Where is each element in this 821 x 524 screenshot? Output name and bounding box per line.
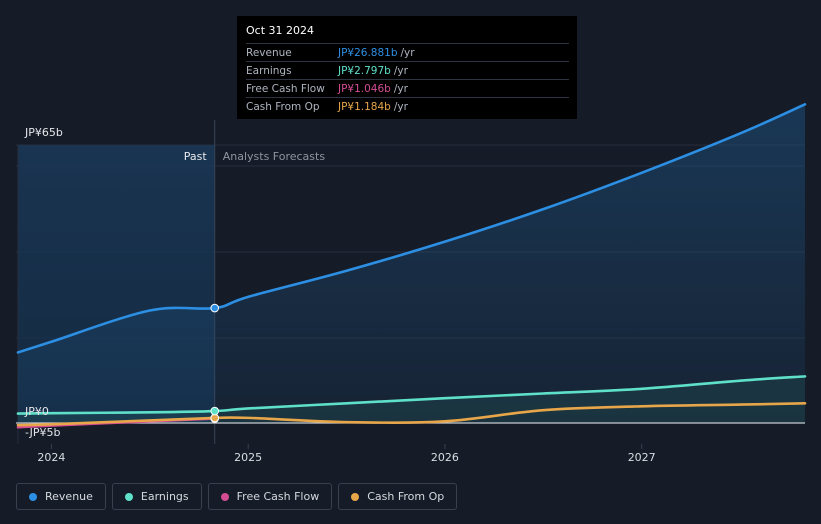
tooltip-row-earnings: Earnings JP¥2.797b /yr bbox=[246, 61, 569, 79]
legend-dot-icon bbox=[220, 492, 229, 501]
tooltip-value: JP¥1.184b bbox=[338, 100, 391, 113]
tooltip-label: Cash From Op bbox=[246, 100, 320, 113]
tooltip-row-revenue: Revenue JP¥26.881b /yr bbox=[246, 43, 569, 61]
tooltip-unit: /yr bbox=[393, 100, 408, 113]
legend-label: Revenue bbox=[45, 490, 93, 503]
cash-from-op-line bbox=[16, 402, 807, 427]
tooltip-label: Earnings bbox=[246, 64, 292, 77]
y-axis-label: -JP¥5b bbox=[25, 426, 60, 439]
forecast-label: Analysts Forecasts bbox=[223, 150, 326, 163]
tooltip-label: Free Cash Flow bbox=[246, 82, 325, 95]
tooltip-date: Oct 31 2024 bbox=[246, 24, 315, 37]
legend-dot-icon bbox=[29, 492, 37, 501]
tooltip-unit: /yr bbox=[400, 46, 415, 59]
tooltip-value: JP¥2.797b bbox=[338, 64, 391, 77]
x-axis-label: 2026 bbox=[431, 451, 459, 464]
data-tooltip: Oct 31 2024 Revenue JP¥26.881b /yr Earni… bbox=[237, 16, 577, 119]
legend-dot-icon bbox=[124, 492, 133, 501]
legend-item-cash-from-op[interactable]: Cash From Op bbox=[338, 483, 458, 510]
legend-label: Earnings bbox=[140, 490, 189, 503]
x-axis-label: 2024 bbox=[37, 451, 65, 464]
earnings-marker bbox=[210, 406, 220, 416]
revenue-marker bbox=[210, 303, 220, 313]
y-axis-label: JP¥65b bbox=[24, 126, 63, 139]
tooltip-value: JP¥1.046b bbox=[338, 82, 391, 95]
legend-item-earnings[interactable]: Earnings bbox=[111, 483, 202, 510]
y-axis-label: JP¥0 bbox=[24, 405, 49, 418]
past-label: Past bbox=[184, 150, 208, 163]
legend-label: Cash From Op bbox=[367, 490, 445, 503]
tooltip-label: Revenue bbox=[246, 46, 292, 59]
revenue-line bbox=[16, 103, 807, 354]
tooltip-row-cash-from-op: Cash From Op JP¥1.184b /yr bbox=[246, 97, 569, 115]
x-axis-label: 2025 bbox=[234, 451, 262, 464]
tooltip-row-free-cash-flow: Free Cash Flow JP¥1.046b /yr bbox=[246, 79, 569, 97]
legend-item-free-cash-flow[interactable]: Free Cash Flow bbox=[207, 483, 333, 510]
legend-item-revenue[interactable]: Revenue bbox=[16, 483, 106, 510]
tooltip-unit: /yr bbox=[393, 82, 408, 95]
chart-legend: Revenue Earnings Free Cash Flow Cash Fro… bbox=[16, 483, 458, 512]
tooltip-value: JP¥26.881b bbox=[338, 46, 398, 59]
legend-label: Free Cash Flow bbox=[236, 490, 320, 503]
legend-dot-icon bbox=[351, 492, 360, 501]
tooltip-unit: /yr bbox=[393, 64, 408, 77]
earnings-line bbox=[16, 375, 807, 415]
x-axis-label: 2027 bbox=[628, 451, 656, 464]
revenue-area bbox=[17, 104, 805, 423]
